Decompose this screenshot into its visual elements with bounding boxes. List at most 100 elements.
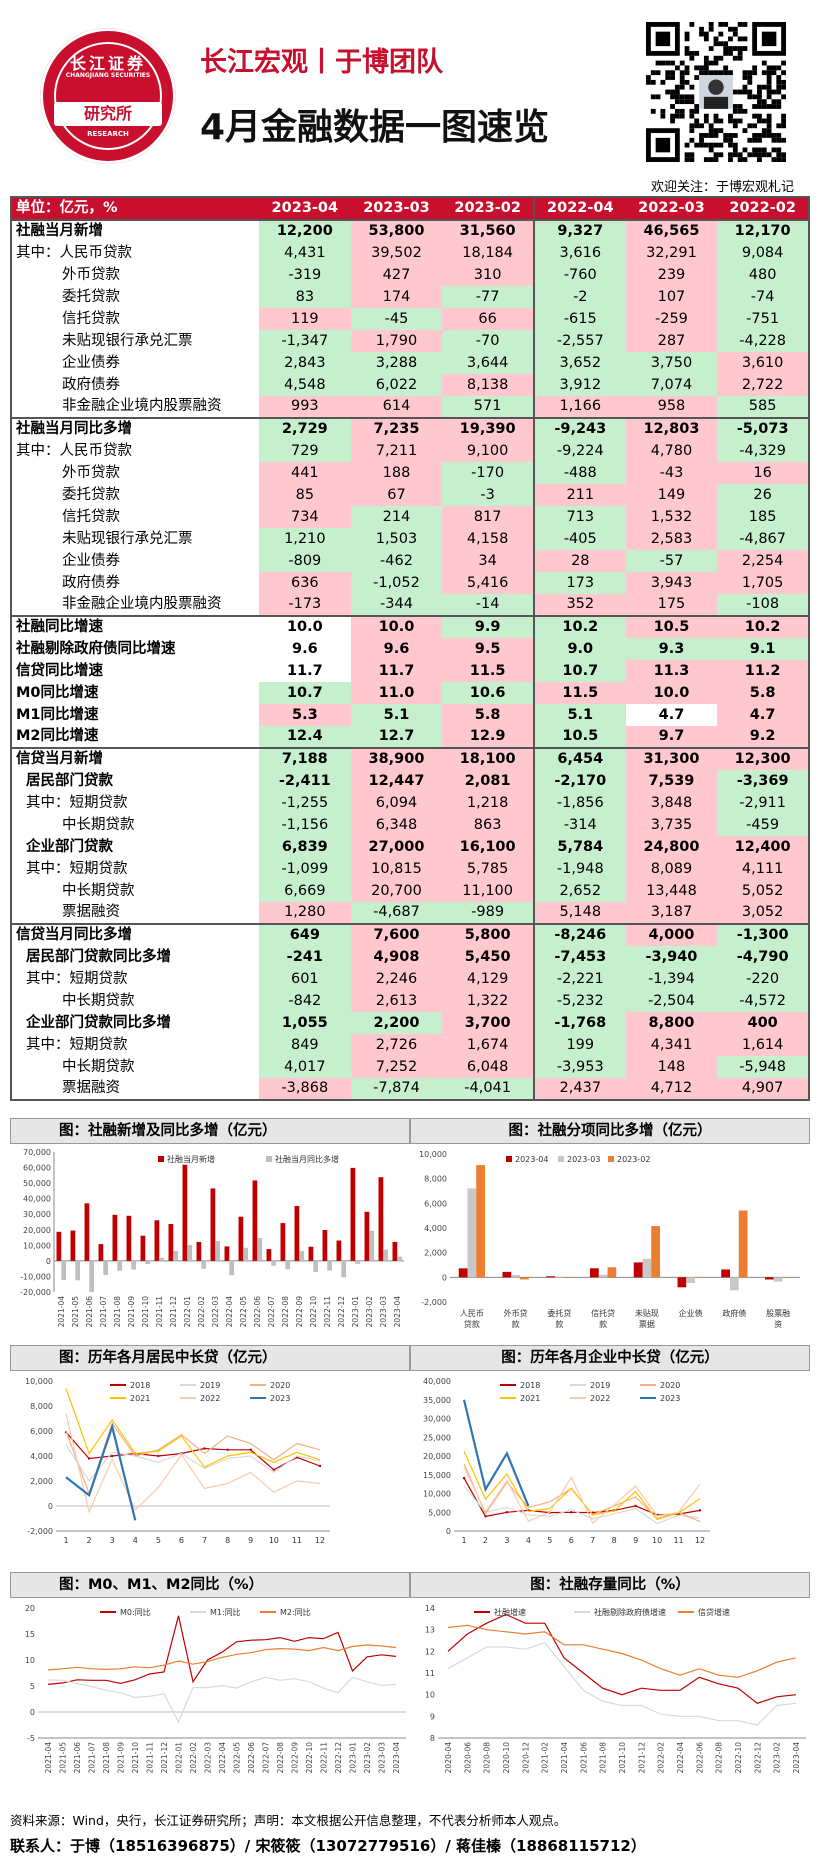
value-cell: 3,700 — [442, 1012, 534, 1034]
qr-module — [737, 50, 743, 56]
qr-module — [670, 94, 675, 100]
qr-module — [679, 84, 685, 90]
legend-swatch — [608, 1156, 614, 1162]
value-cell: -4,867 — [717, 528, 809, 550]
qr-module — [776, 89, 782, 95]
qr-module — [757, 137, 762, 143]
chart-tsf-stock: 图：社融存量同比（%） 14 13 12 11 10 9 8 2020-04 2020-06 20… — [410, 1572, 810, 1806]
value-cell: 185 — [717, 506, 809, 528]
value-cell: -1,156 — [259, 814, 351, 836]
qr-module — [699, 26, 704, 32]
value-cell: 3,735 — [625, 814, 718, 836]
table-row: 政府债券 636 -1,052 5,416 173 3,943 1,705 — [11, 572, 809, 594]
legend-label: 2018 — [520, 1381, 540, 1390]
bar-tsf-yoy — [215, 1240, 221, 1261]
qr-module — [684, 94, 690, 100]
qr-module — [728, 36, 733, 42]
table-row: 信托贷款 734 214 817 713 1,532 185 — [11, 506, 809, 528]
value-cell: 12,400 — [717, 836, 809, 858]
qr-module — [660, 60, 666, 66]
qr-module — [752, 104, 758, 109]
row-label: 外币贷款 — [62, 464, 120, 481]
qr-module — [674, 99, 680, 105]
y-tick-label: 10 — [425, 1691, 435, 1700]
bar-tsf-new — [84, 1203, 90, 1261]
line-社融增速 — [447, 1613, 797, 1704]
y-tick-label: 14 — [425, 1604, 435, 1613]
qr-module — [732, 118, 738, 124]
value-cell: -842 — [259, 990, 351, 1012]
value-cell: 4,129 — [442, 968, 534, 990]
value-cell: 4,548 — [259, 374, 351, 396]
qr-module — [757, 104, 762, 109]
y-tick-label: -10,000 — [20, 1272, 51, 1281]
value-cell: -2 — [532, 286, 626, 308]
qr-module — [655, 60, 661, 66]
qr-module — [699, 70, 704, 76]
legend-label: 2023-02 — [617, 1155, 650, 1164]
value-cell: 9.7 — [625, 726, 718, 748]
qr-module — [732, 31, 738, 37]
bar-2023-04 — [721, 1269, 730, 1278]
value-cell: 1,210 — [259, 528, 351, 550]
qr-module — [766, 152, 772, 158]
value-cell: 4,712 — [625, 1078, 718, 1100]
x-tick-label: 2022-01 — [175, 1742, 184, 1774]
row-label: 社融剔除政府债同比增速 — [16, 640, 176, 657]
value-cell: 18,100 — [442, 747, 534, 770]
qr-module — [718, 55, 724, 61]
value-cell: 28 — [532, 550, 626, 572]
qr-module — [747, 152, 753, 158]
y-tick-label: 13 — [425, 1626, 435, 1635]
value-cell: 4,341 — [625, 1034, 718, 1056]
qr-module — [689, 84, 695, 90]
row-label: 居民部门贷款 — [26, 772, 113, 789]
legend-swatch — [266, 1156, 272, 1162]
x-tick-label: 2022-01 — [183, 1296, 192, 1328]
qr-module — [776, 152, 782, 158]
y-tick-label: 70,000 — [23, 1148, 51, 1157]
row-label: M1同比增速 — [16, 706, 99, 723]
value-cell: 46,565 — [625, 219, 718, 242]
qr-module — [699, 142, 704, 148]
qr-module — [684, 31, 690, 37]
value-cell: 38,900 — [350, 747, 443, 770]
legend-swatch — [558, 1156, 564, 1162]
value-cell: -4,329 — [717, 440, 809, 462]
value-cell: 11.5 — [442, 660, 534, 682]
legend-label: 社融当月同比多增 — [275, 1154, 339, 1164]
qr-module — [737, 46, 743, 51]
qr-module — [781, 118, 786, 124]
qr-module — [781, 94, 786, 100]
qr-module — [742, 84, 748, 90]
qr-module — [679, 79, 685, 85]
value-cell: 10.0 — [259, 615, 351, 638]
x-tick-label: 8 — [612, 1536, 617, 1545]
value-cell: -2,911 — [717, 792, 809, 814]
qr-module — [766, 65, 772, 71]
legend-label: M1:同比 — [210, 1607, 241, 1617]
value-cell: 4,908 — [350, 946, 443, 968]
x-tick-label: 2021-04 — [560, 1742, 569, 1774]
qr-module — [752, 137, 758, 143]
qr-module — [761, 70, 767, 76]
value-cell: 5,148 — [532, 902, 626, 924]
value-cell: -43 — [625, 462, 718, 484]
value-cell: 27,000 — [350, 836, 443, 858]
legend-label: 2023 — [270, 1394, 290, 1403]
value-cell: -2,221 — [532, 968, 626, 990]
x-tick-label: 2021-09 — [117, 1742, 126, 1774]
x-tick-label: 4 — [526, 1536, 531, 1545]
value-cell: 5,785 — [442, 858, 534, 880]
y-tick-label: 35,000 — [423, 1396, 451, 1405]
y-tick-label: 2,000 — [424, 1249, 447, 1258]
qr-module — [728, 118, 733, 124]
x-tick-label: 2023-02 — [363, 1742, 372, 1774]
source-note: 资料来源：Wind，央行，长江证券研究所；声明：本文根据公开信息整理，不代表分析… — [10, 1813, 567, 1828]
qr-module — [732, 104, 738, 109]
value-cell: 3,912 — [532, 374, 626, 396]
qr-module — [689, 137, 695, 143]
value-cell: 400 — [717, 1012, 809, 1034]
value-cell: 649 — [259, 923, 351, 946]
qr-module — [684, 50, 690, 56]
